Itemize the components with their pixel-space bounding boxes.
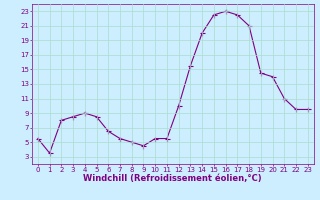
X-axis label: Windchill (Refroidissement éolien,°C): Windchill (Refroidissement éolien,°C) xyxy=(84,174,262,183)
